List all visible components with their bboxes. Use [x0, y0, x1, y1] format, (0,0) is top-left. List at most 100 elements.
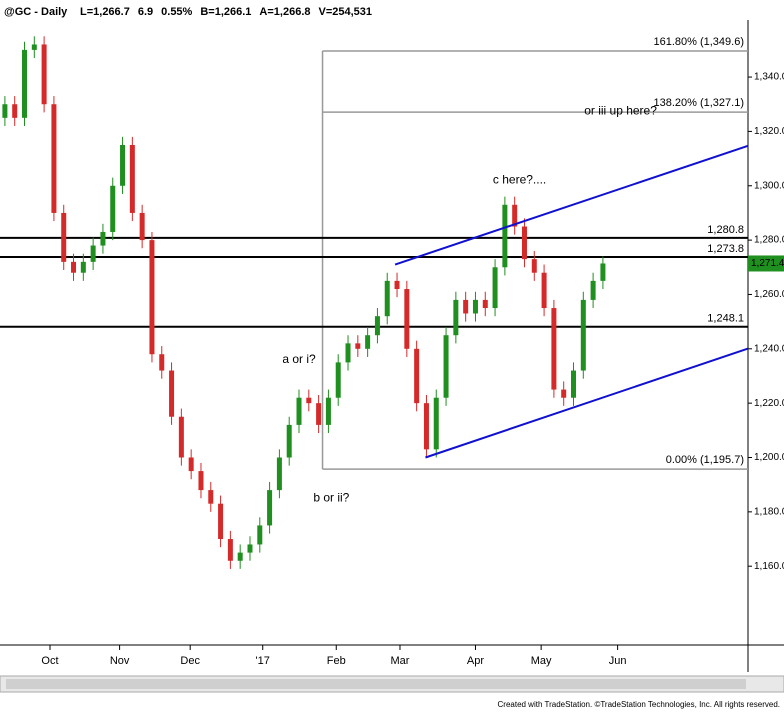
- candle-body: [188, 457, 194, 472]
- candle-body: [208, 490, 214, 504]
- candle-body: [237, 552, 243, 561]
- footer: Created with TradeStation. ©TradeStation…: [498, 700, 781, 709]
- y-tick-label: 1,340.0: [754, 72, 784, 83]
- x-tick-label: '17: [256, 655, 270, 667]
- level-label: 1,280.8: [707, 224, 744, 236]
- candle-body: [374, 316, 380, 336]
- annotation: c here?....: [493, 172, 546, 186]
- candle-body: [169, 370, 175, 417]
- y-tick-label: 1,200.0: [754, 452, 784, 463]
- quote-field: 0.55%: [161, 6, 192, 18]
- candle-body: [384, 280, 390, 317]
- candle-body: [227, 539, 233, 561]
- x-tick-label: Oct: [41, 655, 58, 667]
- chart-title: @GC - Daily: [4, 6, 68, 18]
- level-label: 1,273.8: [707, 243, 744, 255]
- scrollbar-thumb[interactable]: [6, 679, 746, 689]
- x-tick-label: Nov: [110, 655, 130, 667]
- candle-body: [551, 308, 557, 390]
- candle-body: [472, 299, 478, 314]
- candle-body: [531, 259, 537, 273]
- candle-body: [198, 471, 204, 491]
- candle-body: [71, 261, 77, 273]
- candle-body: [570, 370, 576, 398]
- candle-body: [12, 104, 18, 118]
- quote-field: L=1,266.7: [80, 6, 130, 18]
- candle-body: [120, 145, 126, 186]
- candle-body: [443, 335, 449, 398]
- candle-body: [580, 299, 586, 371]
- candle-body: [247, 544, 253, 553]
- candle-body: [502, 204, 508, 268]
- candle-body: [110, 185, 116, 232]
- candle-body: [482, 299, 488, 309]
- candle-body: [325, 397, 331, 425]
- candle-body: [31, 44, 37, 50]
- candle-body: [512, 204, 518, 227]
- candle-body: [433, 397, 439, 450]
- candle-body: [90, 245, 96, 262]
- candle-body: [80, 261, 86, 273]
- y-tick-label: 1,320.0: [754, 126, 784, 137]
- candle-body: [600, 263, 606, 281]
- candle-body: [159, 354, 165, 371]
- candle-body: [590, 280, 596, 300]
- candle-body: [139, 212, 145, 241]
- x-tick-label: May: [531, 655, 552, 667]
- y-tick-label: 1,180.0: [754, 506, 784, 517]
- x-tick-label: Jun: [609, 655, 627, 667]
- quote-field: A=1,266.8: [259, 6, 310, 18]
- candle-body: [463, 299, 469, 314]
- x-tick-label: Apr: [467, 655, 484, 667]
- x-tick-label: Dec: [180, 655, 200, 667]
- candle-body: [100, 231, 106, 246]
- candle-body: [453, 299, 459, 336]
- candle-body: [276, 457, 282, 491]
- candle-body: [316, 403, 322, 425]
- annotation: or iii up here?: [584, 103, 657, 117]
- candle-body: [218, 503, 224, 540]
- last-price-label: 1,271.4: [751, 258, 784, 269]
- candle-body: [561, 389, 567, 398]
- candle-body: [129, 145, 135, 213]
- candle-body: [149, 240, 155, 355]
- candle-body: [267, 490, 273, 526]
- candle-body: [296, 397, 302, 425]
- candle-body: [394, 280, 400, 290]
- candle-body: [306, 397, 312, 404]
- candle-body: [404, 289, 410, 349]
- candle-body: [22, 49, 28, 118]
- y-tick-label: 1,300.0: [754, 180, 784, 191]
- fib-label: 138.20% (1,327.1): [653, 97, 744, 109]
- y-tick-label: 1,220.0: [754, 398, 784, 409]
- candle-body: [521, 226, 527, 260]
- trendline: [394, 144, 749, 266]
- x-tick-label: Feb: [327, 655, 346, 667]
- candle-body: [178, 416, 184, 458]
- fib-label: 161.80% (1,349.6): [653, 36, 744, 48]
- candle-body: [335, 362, 341, 398]
- quote-field: V=254,531: [319, 6, 373, 18]
- candle-body: [423, 403, 429, 450]
- quote-field: B=1,266.1: [200, 6, 251, 18]
- candle-body: [51, 104, 57, 213]
- x-tick-label: Mar: [391, 655, 410, 667]
- candle-body: [365, 335, 371, 349]
- trendline: [425, 347, 749, 459]
- candle-body: [492, 267, 498, 309]
- y-tick-label: 1,260.0: [754, 289, 784, 300]
- candle-body: [355, 343, 361, 349]
- candle-body: [41, 44, 47, 105]
- y-tick-label: 1,280.0: [754, 235, 784, 246]
- last-price-box: [748, 255, 784, 272]
- annotation: a or i?: [282, 352, 316, 366]
- level-label: 1,248.1: [707, 313, 744, 325]
- candle-body: [414, 348, 420, 404]
- candle-body: [345, 343, 351, 363]
- candle-body: [286, 424, 292, 458]
- candle-body: [61, 212, 67, 262]
- fib-label: 0.00% (1,195.7): [666, 454, 744, 466]
- annotation: b or ii?: [313, 490, 349, 504]
